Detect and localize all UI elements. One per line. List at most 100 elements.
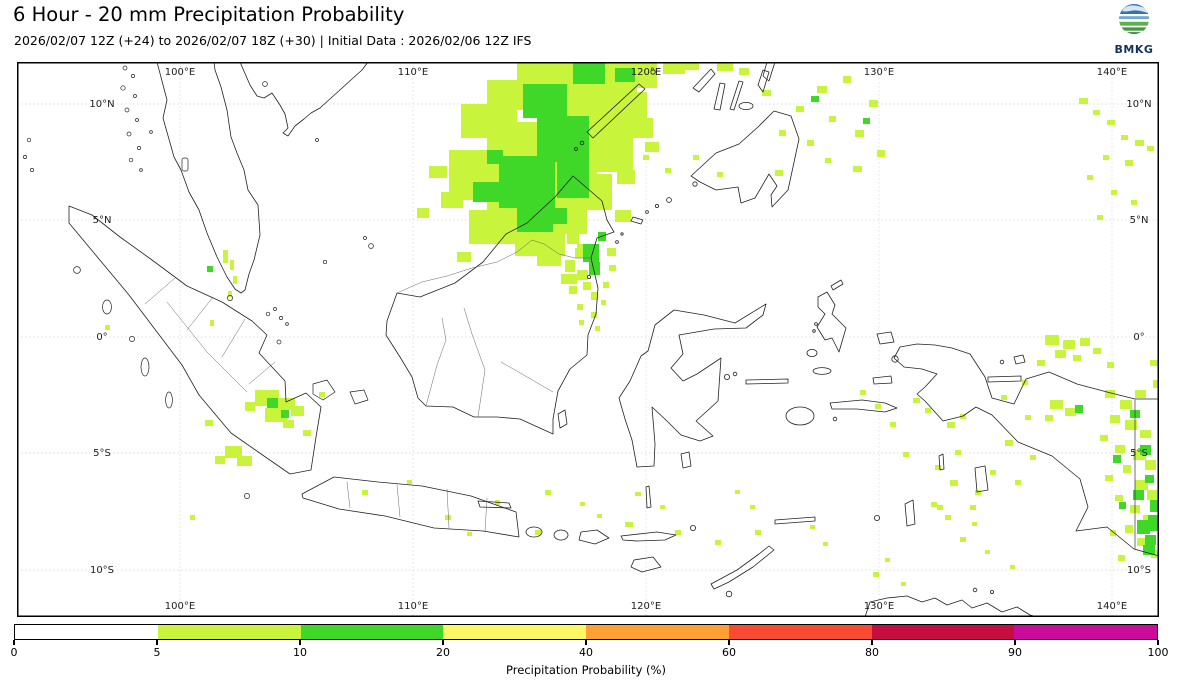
colorbar-tick <box>1157 640 1159 645</box>
precip-cell-10-20 <box>1137 520 1150 534</box>
colorbar-tick <box>442 640 444 645</box>
precip-cell-5-10 <box>762 90 771 96</box>
colorbar-tick-label: 60 <box>722 646 736 659</box>
colorbar-tick-label: 90 <box>1008 646 1022 659</box>
precip-cell-10-20 <box>1145 535 1156 545</box>
precip-cell-5-10 <box>817 86 827 93</box>
precip-cell-10-20 <box>499 156 555 208</box>
precip-cell-5-10 <box>1147 490 1158 500</box>
precip-cell-5-10 <box>1065 408 1076 416</box>
precip-cell-5-10 <box>1097 215 1103 220</box>
precip-cell-10-20 <box>615 68 635 82</box>
precip-cell-5-10 <box>960 537 966 542</box>
precip-cell-5-10 <box>467 532 472 536</box>
precip-cell-5-10 <box>755 530 761 535</box>
precip-cell-5-10 <box>1131 200 1137 205</box>
precip-cell-5-10 <box>283 420 294 428</box>
precip-cell-5-10 <box>877 150 885 157</box>
precip-cell-10-20 <box>583 244 599 262</box>
precip-cell-5-10 <box>1015 480 1021 485</box>
precip-cell-5-10 <box>715 540 721 545</box>
precip-cell-5-10 <box>855 130 864 137</box>
precip-cell-5-10 <box>591 312 597 318</box>
colorbar-segment-60-80 <box>728 625 872 639</box>
precip-cells-layer <box>105 62 1159 586</box>
precip-cell-5-10 <box>362 490 368 495</box>
precip-cell-5-10 <box>583 282 591 290</box>
precip-cell-5-10 <box>569 286 577 294</box>
precip-cell-5-10 <box>1111 190 1117 195</box>
precip-cell-5-10 <box>960 414 966 419</box>
precip-cell-5-10 <box>580 502 585 506</box>
precip-cell-5-10 <box>1135 140 1144 146</box>
precip-cell-5-10 <box>1073 355 1081 361</box>
precip-cell-5-10 <box>843 76 851 83</box>
precip-cell-5-10 <box>1093 348 1101 354</box>
longitude-label: 140°E <box>1097 67 1127 78</box>
precip-cell-5-10 <box>750 505 755 509</box>
precip-cell-10-20 <box>537 116 589 162</box>
colorbar-tick-label: 80 <box>865 646 879 659</box>
precip-cell-5-10 <box>775 170 783 176</box>
precip-cell-5-10 <box>685 62 699 70</box>
precip-cell-5-10 <box>735 490 740 494</box>
precip-cell-5-10 <box>937 505 943 510</box>
precip-cell-5-10 <box>1135 390 1146 398</box>
colorbar-segment-10-20 <box>300 625 444 639</box>
precip-cell-5-10 <box>625 522 633 527</box>
precip-cell-5-10 <box>223 250 228 263</box>
precip-cell-5-10 <box>869 100 878 107</box>
precip-cell-5-10 <box>665 168 671 173</box>
precip-cell-5-10 <box>1005 440 1013 446</box>
colorbar-tick <box>585 640 587 645</box>
precip-cell-5-10 <box>441 192 463 208</box>
precip-cell-5-10 <box>1045 415 1053 421</box>
precip-cell-5-10 <box>643 155 649 160</box>
precip-cell-5-10 <box>597 514 602 518</box>
precip-cell-10-20 <box>1148 515 1159 531</box>
precip-cell-5-10 <box>823 542 828 546</box>
precip-cell-5-10 <box>925 408 931 413</box>
precip-cell-5-10 <box>1147 146 1154 151</box>
logo-label: BMKG <box>1114 43 1154 56</box>
colorbar: 0 5 10 20 40 60 80 90 100 Precipitation Probabil… <box>11 624 1169 684</box>
precip-cell-10-20 <box>1075 405 1083 413</box>
precip-cell-10-20 <box>473 182 499 202</box>
precip-cell-5-10 <box>319 392 325 397</box>
precip-cell-5-10 <box>1010 565 1015 569</box>
precip-cell-5-10 <box>429 166 447 178</box>
precip-cell-5-10 <box>1121 135 1128 140</box>
precip-cell-5-10 <box>717 172 723 177</box>
precip-cell-10-20 <box>1150 500 1159 512</box>
precip-cell-5-10 <box>950 480 958 486</box>
longitude-label: 100°E <box>165 601 195 612</box>
precip-cell-5-10 <box>717 62 733 71</box>
colorbar-tick <box>13 640 15 645</box>
precip-cell-10-20 <box>573 62 605 84</box>
precip-cell-5-10 <box>1115 445 1125 453</box>
precip-cell-5-10 <box>1125 525 1133 533</box>
colorbar-tick <box>728 640 730 645</box>
precip-cell-10-20 <box>281 410 289 418</box>
precip-cell-5-10 <box>1118 555 1125 561</box>
precip-cell-10-20 <box>547 208 567 224</box>
precip-cell-5-10 <box>890 422 896 427</box>
precip-cell-5-10 <box>1100 435 1108 441</box>
precip-cell-5-10 <box>1120 400 1132 409</box>
precip-cell-5-10 <box>603 282 609 288</box>
longitude-label: 130°E <box>864 67 894 78</box>
latitude-label: 10°N <box>1126 99 1151 110</box>
precip-cell-10-20 <box>1145 475 1154 483</box>
precip-cell-5-10 <box>105 325 110 330</box>
precip-cell-5-10 <box>575 248 585 258</box>
precip-cell-5-10 <box>291 406 304 416</box>
precip-cell-10-20 <box>523 84 567 118</box>
precip-cell-10-20 <box>863 118 870 124</box>
precip-cell-5-10 <box>1087 175 1093 180</box>
precip-cell-10-20 <box>811 96 819 102</box>
precip-cell-5-10 <box>1107 120 1115 125</box>
precip-cell-5-10 <box>1080 338 1090 346</box>
precip-cell-5-10 <box>1050 400 1063 409</box>
precip-cell-5-10 <box>931 502 937 507</box>
precip-cell-5-10 <box>1001 395 1007 400</box>
